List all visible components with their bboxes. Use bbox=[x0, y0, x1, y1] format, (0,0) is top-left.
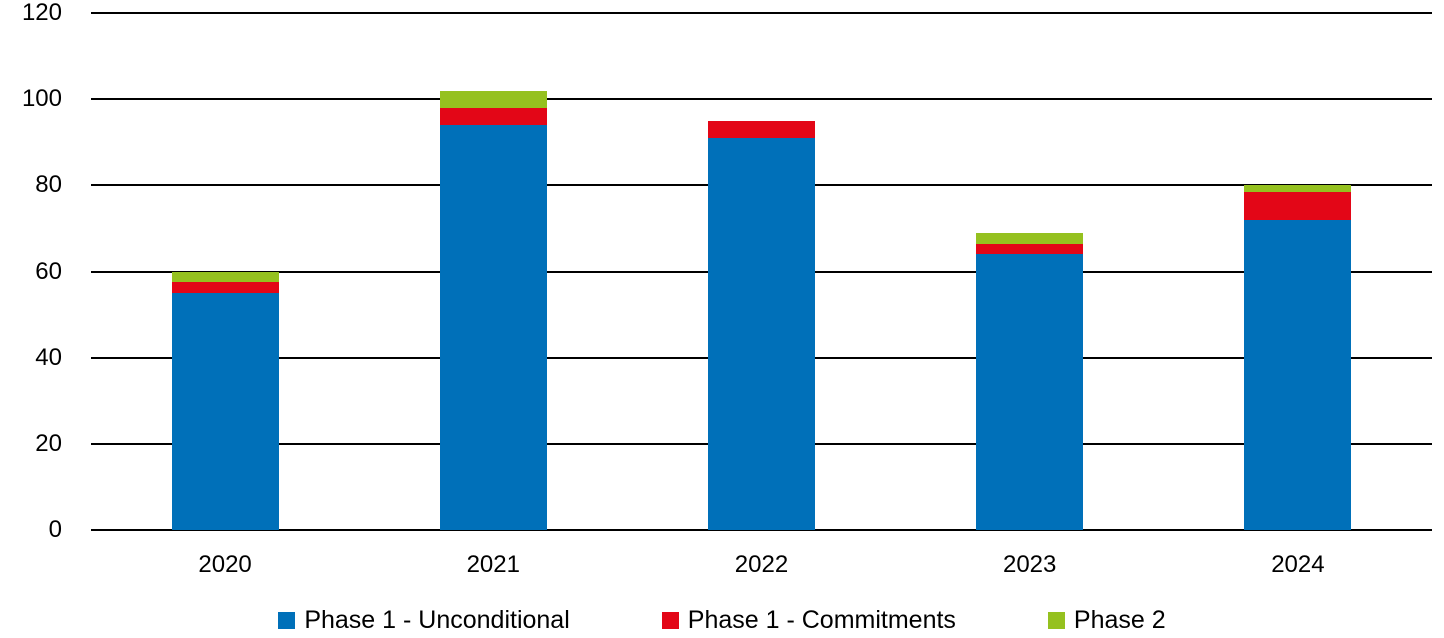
y-axis-tick-label-120: 120 bbox=[21, 0, 62, 26]
legend: Phase 1 - Unconditional Phase 1 - Commitm… bbox=[0, 608, 1444, 633]
legend-label: Phase 1 - Unconditional bbox=[304, 606, 570, 634]
plot-area bbox=[91, 12, 1432, 531]
legend-item-phase-1-unconditional: Phase 1 - Unconditional bbox=[278, 606, 570, 634]
bar-segment-phase-1-commitments bbox=[439, 107, 547, 126]
legend-item-phase-1-commitments: Phase 1 - Commitments bbox=[661, 606, 956, 634]
bar-group-2024 bbox=[1244, 185, 1352, 530]
x-axis-label-2022: 2022 bbox=[734, 551, 789, 578]
bar-group-2021 bbox=[439, 90, 547, 530]
bar-segment-phase-1-commitments bbox=[1244, 191, 1352, 220]
x-axis-label-2024: 2024 bbox=[1271, 551, 1325, 578]
bar-segment-phase-1-commitments bbox=[708, 120, 815, 138]
bar-segment-phase-1-unconditional bbox=[171, 293, 279, 530]
legend-item-phase-2: Phase 2 bbox=[1047, 606, 1166, 634]
bar-segment-phase-2 bbox=[1244, 185, 1352, 192]
bar-group-2020 bbox=[171, 271, 279, 530]
bar-segment-phase-1-unconditional bbox=[439, 125, 547, 530]
x-axis-label-2021: 2021 bbox=[466, 551, 520, 578]
x-axis-label-2023: 2023 bbox=[1002, 551, 1057, 578]
legend-swatch-icon bbox=[1047, 612, 1065, 629]
bar-segment-phase-2 bbox=[439, 90, 547, 108]
bar-group-2022 bbox=[708, 120, 815, 530]
y-axis-tick-label-40: 40 bbox=[35, 343, 62, 371]
x-axis-label-2020: 2020 bbox=[198, 551, 252, 578]
y-axis-tick-label-80: 80 bbox=[35, 171, 62, 199]
y-axis-tick-label-20: 20 bbox=[35, 429, 62, 457]
bar-segment-phase-1-commitments bbox=[976, 243, 1084, 255]
bar-segment-phase-1-unconditional bbox=[708, 137, 815, 530]
y-axis-tick-label-100: 100 bbox=[21, 85, 62, 113]
y-axis-labels: 0 20 40 60 80 100 120 bbox=[0, 0, 62, 638]
y-axis-tick-label-0: 0 bbox=[48, 516, 62, 543]
bar-segment-phase-1-unconditional bbox=[976, 254, 1084, 530]
gridline-y-100 bbox=[91, 98, 1432, 101]
legend-swatch-icon bbox=[661, 612, 679, 629]
bar-group-2023 bbox=[976, 232, 1084, 530]
legend-label: Phase 2 bbox=[1073, 606, 1166, 634]
gridline-y-120 bbox=[91, 12, 1432, 14]
legend-swatch-icon bbox=[278, 612, 296, 629]
bar-segment-phase-2 bbox=[171, 271, 279, 283]
bar-segment-phase-1-commitments bbox=[171, 282, 279, 294]
legend-label: Phase 1 - Commitments bbox=[687, 606, 956, 634]
gridline-y-0 bbox=[91, 529, 1432, 531]
bar-segment-phase-2 bbox=[976, 232, 1084, 244]
bar-segment-phase-1-unconditional bbox=[1244, 219, 1352, 530]
y-axis-tick-label-60: 60 bbox=[35, 257, 62, 285]
